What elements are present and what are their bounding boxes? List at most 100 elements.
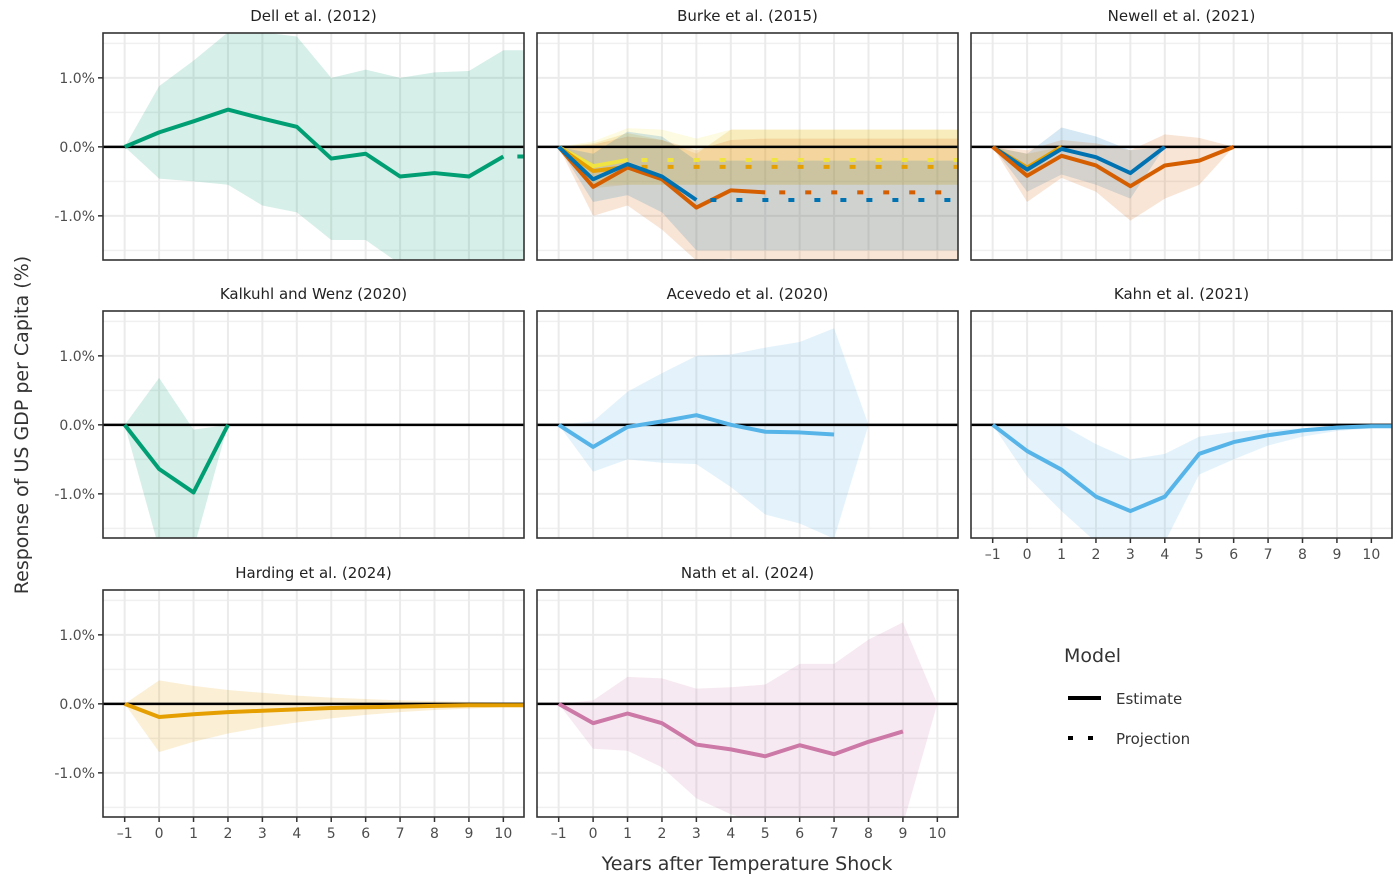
panel-border bbox=[536, 589, 959, 818]
panel-title: Kalkuhl and Wenz (2020) bbox=[220, 285, 407, 303]
panel-border bbox=[970, 32, 1393, 261]
panel: Harding et al. (2024) 1.0% 0.0% -1.0% –1 0 1 2 3… bbox=[54, 564, 525, 842]
x-tick-label: 0 bbox=[1023, 547, 1032, 563]
x-tick-label: –1 bbox=[117, 826, 133, 842]
panels-layer: Dell et al. (2012) 1.0% 0.0% -1.0% Burke et … bbox=[54, 7, 1393, 842]
x-tick-label: 5 bbox=[1195, 547, 1204, 563]
x-tick-label: 6 bbox=[795, 826, 804, 842]
x-tick-label: 3 bbox=[258, 826, 267, 842]
panel-title: Newell et al. (2021) bbox=[1108, 7, 1256, 25]
confidence-band bbox=[124, 680, 524, 753]
panel: Burke et al. (2015) bbox=[536, 7, 959, 261]
y-axis-title: Response of US GDP per Capita (%) bbox=[11, 256, 33, 594]
confidence-band bbox=[558, 128, 958, 185]
panel-border bbox=[536, 32, 959, 261]
y-tick-label: 0.0% bbox=[59, 140, 95, 156]
plot-area bbox=[537, 328, 958, 538]
estimate-line bbox=[557, 413, 835, 449]
confidence-band bbox=[992, 146, 1062, 178]
x-tick-label: –1 bbox=[985, 547, 1001, 563]
x-tick-label: –1 bbox=[551, 826, 567, 842]
plot-area bbox=[971, 127, 1392, 221]
panel: Kalkuhl and Wenz (2020) 1.0% 0.0% -1.0% bbox=[54, 285, 525, 539]
y-tick-label: 0.0% bbox=[59, 418, 95, 434]
panel-title: Kahn et al. (2021) bbox=[1114, 285, 1249, 303]
y-tick-label: -1.0% bbox=[54, 209, 95, 225]
y-tick-label: 1.0% bbox=[59, 628, 95, 644]
legend-title: Model bbox=[1064, 645, 1121, 667]
legend-label-estimate: Estimate bbox=[1116, 690, 1182, 708]
confidence-band bbox=[558, 328, 869, 538]
x-tick-label: 5 bbox=[761, 826, 770, 842]
estimate-line bbox=[123, 423, 230, 495]
confidence-band bbox=[124, 377, 228, 538]
panel-title: Acevedo et al. (2020) bbox=[667, 285, 829, 303]
plot-area bbox=[103, 377, 524, 538]
panel: Kahn et al. (2021) –1 0 1 2 3 4 5 6 7 8 9 10 bbox=[970, 285, 1393, 563]
panel-title: Burke et al. (2015) bbox=[677, 7, 818, 25]
x-tick-label: 2 bbox=[657, 826, 666, 842]
x-tick-label: 1 bbox=[189, 826, 198, 842]
x-tick-label: 3 bbox=[692, 826, 701, 842]
panel-title: Nath et al. (2024) bbox=[681, 564, 814, 582]
plot-area bbox=[537, 128, 958, 260]
panel-title: Dell et al. (2012) bbox=[250, 7, 377, 25]
x-tick-label: 9 bbox=[898, 826, 907, 842]
x-tick-label: 0 bbox=[589, 826, 598, 842]
y-tick-label: 1.0% bbox=[59, 71, 95, 87]
estimate-line bbox=[991, 144, 1235, 189]
panel: Acevedo et al. (2020) bbox=[536, 285, 959, 539]
x-tick-label: 1 bbox=[1057, 547, 1066, 563]
x-axis-title: Years after Temperature Shock bbox=[601, 853, 893, 875]
estimate-line bbox=[557, 145, 766, 210]
panel-border bbox=[536, 310, 959, 539]
x-tick-label: 10 bbox=[928, 826, 946, 842]
x-tick-label: 7 bbox=[396, 826, 405, 842]
legend-label-projection: Projection bbox=[1116, 730, 1190, 748]
plot-area bbox=[537, 622, 958, 817]
x-tick-label: 4 bbox=[726, 826, 735, 842]
x-tick-label: 2 bbox=[1091, 547, 1100, 563]
estimate-line bbox=[557, 145, 698, 202]
x-tick-label: 5 bbox=[327, 826, 336, 842]
y-tick-label: -1.0% bbox=[54, 487, 95, 503]
plot-area bbox=[103, 33, 524, 260]
plot-area bbox=[971, 423, 1392, 538]
x-tick-label: 4 bbox=[1160, 547, 1169, 563]
panel-border bbox=[970, 310, 1393, 539]
y-tick-label: -1.0% bbox=[54, 766, 95, 782]
panel: Newell et al. (2021) bbox=[970, 7, 1393, 261]
estimate-line bbox=[991, 145, 1167, 176]
x-tick-label: 3 bbox=[1126, 547, 1135, 563]
estimate-line bbox=[557, 702, 904, 759]
x-tick-label: 2 bbox=[223, 826, 232, 842]
x-tick-label: 6 bbox=[361, 826, 370, 842]
x-tick-label: 9 bbox=[464, 826, 473, 842]
confidence-band bbox=[558, 622, 938, 817]
x-tick-label: 7 bbox=[830, 826, 839, 842]
panel: Nath et al. (2024) –1 0 1 2 3 4 5 6 7 8 9 10 bbox=[536, 564, 959, 842]
panel: Dell et al. (2012) 1.0% 0.0% -1.0% bbox=[54, 7, 525, 261]
plot-area bbox=[103, 680, 524, 753]
x-tick-label: 9 bbox=[1332, 547, 1341, 563]
x-tick-label: 10 bbox=[494, 826, 512, 842]
x-tick-label: 1 bbox=[623, 826, 632, 842]
y-tick-label: 1.0% bbox=[59, 349, 95, 365]
x-tick-label: 10 bbox=[1362, 547, 1380, 563]
confidence-band bbox=[992, 424, 1392, 538]
x-tick-label: 8 bbox=[1298, 547, 1307, 563]
x-tick-label: 0 bbox=[155, 826, 164, 842]
y-tick-label: 0.0% bbox=[59, 697, 95, 713]
estimate-line bbox=[991, 423, 1392, 514]
x-tick-label: 6 bbox=[1229, 547, 1238, 563]
panel-title: Harding et al. (2024) bbox=[235, 564, 392, 582]
estimate-line bbox=[123, 701, 524, 719]
x-tick-label: 8 bbox=[430, 826, 439, 842]
confidence-band bbox=[558, 136, 958, 260]
estimate-line bbox=[123, 107, 505, 179]
x-tick-label: 8 bbox=[864, 826, 873, 842]
x-tick-label: 4 bbox=[292, 826, 301, 842]
legend: Model Estimate Projection bbox=[1064, 645, 1190, 748]
x-tick-label: 7 bbox=[1264, 547, 1273, 563]
